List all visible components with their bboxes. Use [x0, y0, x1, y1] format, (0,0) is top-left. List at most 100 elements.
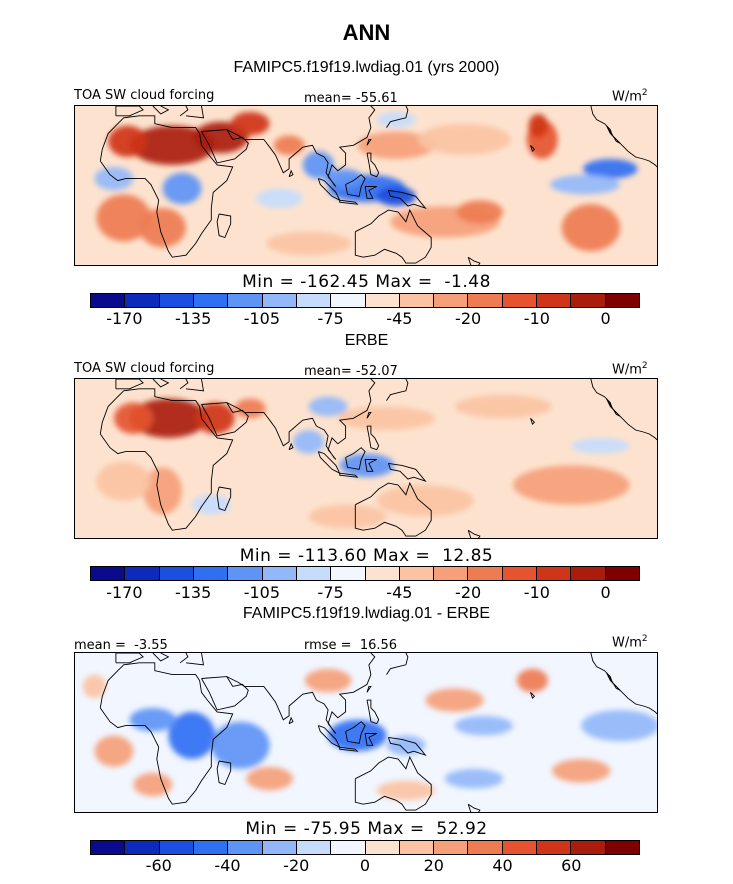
colorbar-swatch	[571, 567, 606, 580]
field-region	[561, 204, 621, 252]
coastline	[216, 486, 232, 512]
colorbar-tick-label: 0	[600, 309, 611, 328]
coastline	[387, 189, 427, 210]
panel-2-map	[74, 378, 658, 539]
coastline	[366, 411, 372, 419]
colorbar-swatch	[125, 841, 160, 854]
colorbar-tick-label: 0	[600, 583, 611, 602]
colorbar-swatch	[331, 294, 366, 307]
field-region	[265, 231, 352, 256]
colorbar-tick-label: -10	[523, 309, 550, 328]
colorbar-tick-label: -45	[386, 309, 413, 328]
coastline	[179, 653, 189, 664]
coastline	[387, 736, 427, 757]
colorbar-swatch	[228, 567, 263, 580]
colorbar-swatch	[365, 567, 400, 580]
coastline	[339, 746, 359, 752]
field-region	[129, 125, 216, 165]
colorbar-swatch	[502, 294, 538, 307]
colorbar-tick-label: -170	[106, 583, 143, 602]
coastline	[366, 685, 372, 693]
coastline	[345, 447, 366, 470]
coastline	[115, 379, 144, 390]
field-region	[96, 194, 151, 242]
colorbar-tick-label: -40	[214, 856, 241, 875]
field-region	[129, 707, 177, 732]
coastline	[339, 199, 359, 205]
colorbar-tick-label: -45	[386, 583, 413, 602]
coastline	[201, 676, 249, 711]
coastline	[366, 152, 380, 178]
field-region	[425, 688, 484, 712]
field-region	[516, 668, 549, 693]
coastline	[530, 144, 536, 153]
field-region	[108, 125, 148, 158]
coastline	[354, 208, 432, 264]
colorbar-swatch	[571, 294, 606, 307]
coastlines	[99, 379, 657, 538]
panel-3-minmax: Min = -75.95 Max = 52.92	[245, 819, 488, 839]
colorbar-swatch	[228, 294, 263, 307]
colorbar-swatch	[365, 841, 400, 854]
panel-1-subtitle: FAMIPC5.f19f19.lwdiag.01 (yrs 2000)	[233, 59, 500, 76]
panel-2-colorbar	[90, 566, 640, 581]
colorbar-swatch	[91, 841, 126, 854]
colorbar-swatch	[193, 294, 229, 307]
colorbar-swatch	[468, 294, 503, 307]
coastline	[530, 417, 536, 426]
colorbar-swatch	[502, 841, 538, 854]
coastline	[354, 481, 432, 537]
colorbar-swatch	[193, 567, 229, 580]
coastline	[216, 213, 232, 239]
coastline	[339, 472, 359, 478]
colorbar-tick-label: -75	[317, 309, 344, 328]
field-region	[454, 394, 552, 419]
colorbar-tick-label: -20	[283, 856, 310, 875]
coastline	[345, 174, 366, 197]
field-region	[246, 766, 294, 791]
colorbar-swatch	[502, 567, 538, 580]
coastline	[605, 672, 621, 691]
coastline	[387, 462, 427, 483]
field-region	[168, 711, 216, 760]
field-region	[337, 406, 436, 431]
coastline	[179, 106, 189, 117]
panel-3-map	[74, 652, 658, 813]
field-region	[551, 759, 611, 783]
colorbar-tick-label: -170	[106, 309, 143, 328]
field-region	[444, 768, 504, 789]
coastline	[226, 106, 376, 187]
field-region	[386, 735, 426, 756]
coastline	[152, 106, 170, 115]
colorbar-tick-label: 60	[561, 856, 582, 875]
field-region	[82, 674, 107, 699]
colorbar-swatch	[159, 841, 194, 854]
colorbar-swatch	[605, 294, 639, 307]
panel-1-map	[74, 105, 658, 266]
field-region	[273, 135, 305, 156]
field-region	[456, 200, 504, 224]
field-region	[162, 172, 202, 205]
coastline	[366, 699, 380, 725]
field-region	[581, 709, 657, 742]
panel-2-minmax: Min = -113.60 Max = 12.85	[239, 546, 494, 566]
colorbar-swatch	[125, 567, 160, 580]
coastlines	[99, 653, 657, 812]
colorbar-tick-label: -20	[455, 583, 482, 602]
coastline	[185, 106, 205, 119]
colorbar-swatch	[605, 841, 639, 854]
coastline	[386, 106, 409, 128]
colorbar-swatch	[537, 841, 572, 854]
colorbar-tick-label: -105	[243, 309, 281, 328]
field-region	[308, 396, 348, 417]
field-region	[94, 166, 134, 191]
panel-1-left-label: TOA SW cloud forcing	[74, 88, 215, 103]
colorbar-swatch	[331, 567, 366, 580]
panel-3-units-label: W/m2	[612, 634, 648, 651]
coastline	[345, 721, 366, 744]
field-region	[129, 398, 208, 438]
panel-3-colorbar-labels: -60 -40 -20 0 20 40 60	[90, 856, 640, 876]
field-region	[94, 735, 134, 767]
coastline	[364, 733, 377, 746]
field-region	[113, 402, 153, 434]
